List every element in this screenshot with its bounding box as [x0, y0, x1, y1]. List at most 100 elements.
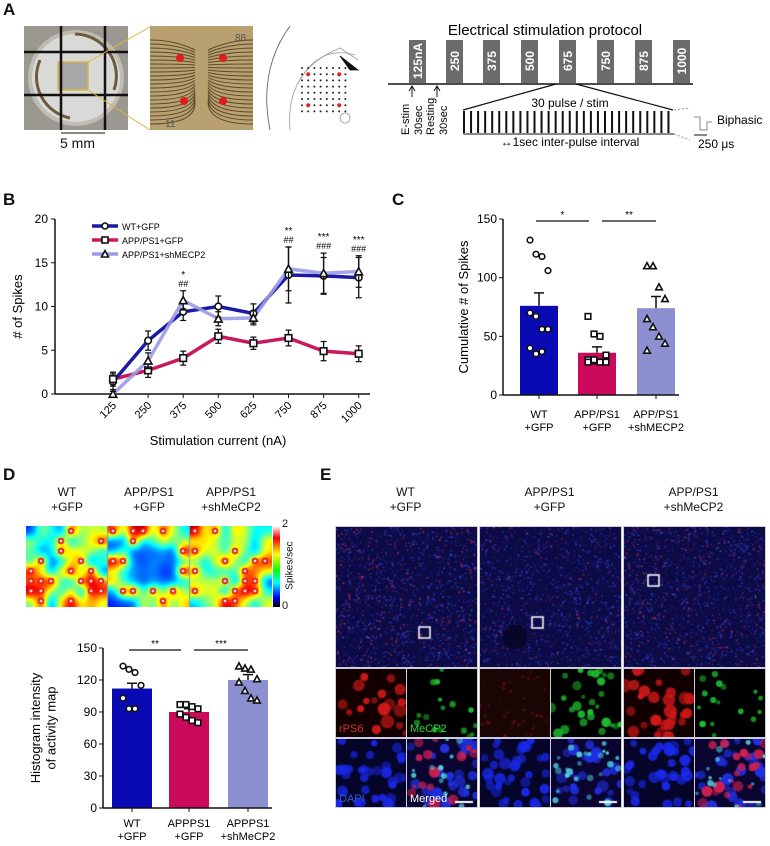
electrode-dot	[301, 98, 303, 100]
data-point	[538, 347, 546, 356]
dapi-image	[479, 738, 551, 808]
electrode-dot	[325, 104, 328, 107]
interval-label: ↔1sec inter-pulse interval	[501, 135, 640, 149]
stim-step-bar	[559, 40, 576, 83]
data-point	[234, 677, 244, 686]
group-header: APP/PS1 +GFP	[524, 485, 575, 514]
data-point	[246, 693, 256, 702]
x-tick-label: 875	[308, 400, 329, 421]
electrode-dot	[307, 98, 310, 100]
electrode-dot	[301, 104, 303, 107]
electrode-dot	[332, 104, 334, 107]
data-point	[642, 260, 652, 270]
overview-image	[479, 526, 622, 668]
y-tick-label: 50	[484, 329, 498, 343]
significance-label: **	[625, 210, 633, 221]
scale-bar-label: 5 mm	[60, 135, 95, 151]
chip-label-88: 88	[235, 33, 247, 44]
data-point	[178, 290, 189, 311]
electrode-dot	[344, 98, 347, 100]
electrode-dot	[325, 73, 328, 76]
data-point	[188, 703, 196, 711]
data-point	[240, 663, 250, 672]
electrode-dot	[307, 85, 310, 88]
data-point	[240, 685, 250, 695]
data-point	[144, 330, 153, 351]
x-axis-label: Stimulation current (nA)	[150, 433, 287, 448]
electrode-dot	[332, 67, 334, 69]
data-point	[660, 338, 670, 347]
y-tick-label: 0	[490, 388, 497, 402]
stim-step-label: 750	[599, 51, 613, 71]
data-point	[544, 325, 552, 333]
data-point	[544, 267, 552, 275]
data-point	[213, 311, 224, 327]
heatmap-header: APP/PS1 +shMeCP2	[201, 485, 261, 514]
x-tick-label: 250	[133, 400, 154, 421]
marker	[179, 354, 188, 363]
colorbar-max: 2	[282, 518, 289, 530]
mecp2-image	[694, 668, 766, 738]
data-point	[125, 705, 133, 713]
group-header: APP/PS1 +shMeCP2	[663, 485, 724, 514]
rps6-image: rPS6	[335, 668, 407, 738]
electrode-dot	[319, 73, 322, 76]
electrode-dot	[313, 91, 316, 94]
significance-label: **	[151, 639, 159, 650]
dapi-image: DAPI	[335, 738, 407, 808]
data-point	[532, 312, 540, 320]
chart-d-histogram-bar: 0 30 60 90 120 150 WT +GFP APPPS1 +GFP APPPS1 +shMe…	[28, 639, 275, 843]
significance-hash: ###	[316, 241, 331, 251]
data-point	[176, 700, 184, 709]
electrode-dot	[301, 91, 303, 94]
stim-step-label: 250	[448, 51, 462, 71]
marker	[354, 349, 363, 358]
x-tick-label: 750	[273, 400, 294, 421]
series-line-0	[111, 273, 359, 383]
data-point	[526, 309, 534, 317]
panel-label-e: E	[320, 465, 332, 484]
data-point	[248, 310, 259, 326]
electrode-dot	[319, 85, 322, 88]
data-point	[246, 664, 256, 673]
rps6-image	[479, 668, 551, 738]
group-header: WT +GFP	[389, 485, 422, 514]
data-point	[538, 325, 546, 333]
mecp2-image	[550, 668, 622, 738]
electrode-dot	[338, 85, 341, 88]
y-tick-label: 15	[35, 256, 49, 270]
error-bar	[534, 292, 544, 306]
data-point	[526, 236, 534, 244]
legend-label: APP/PS1+shMECP2	[122, 250, 205, 260]
marker	[107, 388, 119, 399]
electrode-dot	[344, 79, 347, 82]
marker	[318, 267, 329, 278]
panel-label-a: A	[3, 0, 16, 19]
marker	[142, 355, 154, 365]
electrode-dot	[319, 110, 322, 113]
electrode-dot	[319, 104, 322, 107]
x-tick-label: WT +GFP	[117, 818, 146, 843]
merged-image	[694, 738, 766, 808]
x-tick-label: 625	[238, 400, 259, 421]
stim-step-bar	[446, 40, 463, 83]
data-point	[179, 350, 188, 366]
electrode-dot	[344, 104, 347, 107]
data-point	[107, 388, 119, 399]
electrode-dot	[332, 85, 334, 88]
channel-label-merged: Merged	[410, 793, 448, 805]
legend-label: WT+GFP	[122, 222, 160, 232]
electrode-closeup	[150, 26, 253, 130]
data-point	[526, 344, 534, 352]
brain-schematic	[266, 25, 360, 131]
arrow-icon	[408, 85, 416, 97]
arrow-icon	[433, 85, 441, 97]
data-point	[252, 695, 262, 704]
y-tick-label: 0	[90, 801, 97, 815]
y-tick-label: 30	[84, 769, 98, 783]
stim-step-label: 875	[637, 51, 651, 71]
data-point	[648, 260, 658, 270]
electrode-dot	[325, 98, 328, 100]
merged-image: Merged	[406, 738, 478, 808]
y-axis-label: Histogram intensityof activity map	[28, 672, 59, 783]
